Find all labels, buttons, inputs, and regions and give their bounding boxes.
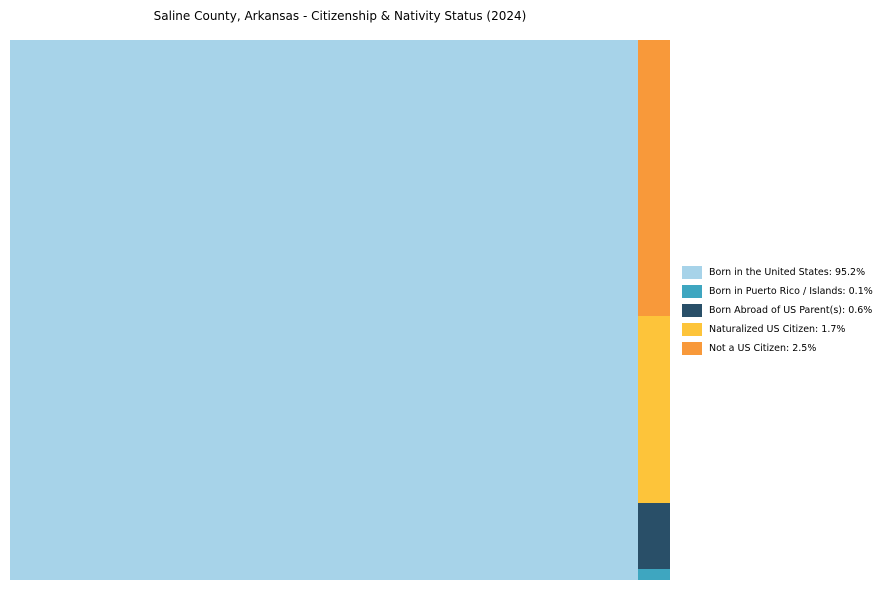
legend-item: Not a US Citizen: 2.5% [682,342,873,355]
treemap-segment-naturalized-us-citizen [637,315,670,503]
treemap-plot-area [10,40,670,580]
legend-label: Not a US Citizen: 2.5% [709,343,817,354]
legend-item: Born Abroad of US Parent(s): 0.6% [682,304,873,317]
legend: Born in the United States: 95.2% Born in … [682,266,873,355]
legend-swatch [682,266,702,279]
chart-title: Saline County, Arkansas - Citizenship & … [153,9,527,23]
legend-label: Naturalized US Citizen: 1.7% [709,324,846,335]
legend-swatch [682,285,702,298]
legend-item: Born in Puerto Rico / Islands: 0.1% [682,285,873,298]
legend-label: Born in Puerto Rico / Islands: 0.1% [709,286,873,297]
legend-swatch [682,323,702,336]
legend-item: Born in the United States: 95.2% [682,266,873,279]
treemap-segment-born-in-puerto-rico-islands [637,568,670,580]
legend-label: Born in the United States: 95.2% [709,267,866,278]
legend-swatch [682,304,702,317]
treemap-segment-not-a-us-citizen [637,40,670,316]
legend-swatch [682,342,702,355]
treemap-side-column [637,40,670,580]
legend-item: Naturalized US Citizen: 1.7% [682,323,873,336]
legend-label: Born Abroad of US Parent(s): 0.6% [709,305,873,316]
treemap-segment-born-in-the-united-states [10,40,638,580]
treemap-segment-born-abroad-of-us-parent-s- [637,502,670,569]
